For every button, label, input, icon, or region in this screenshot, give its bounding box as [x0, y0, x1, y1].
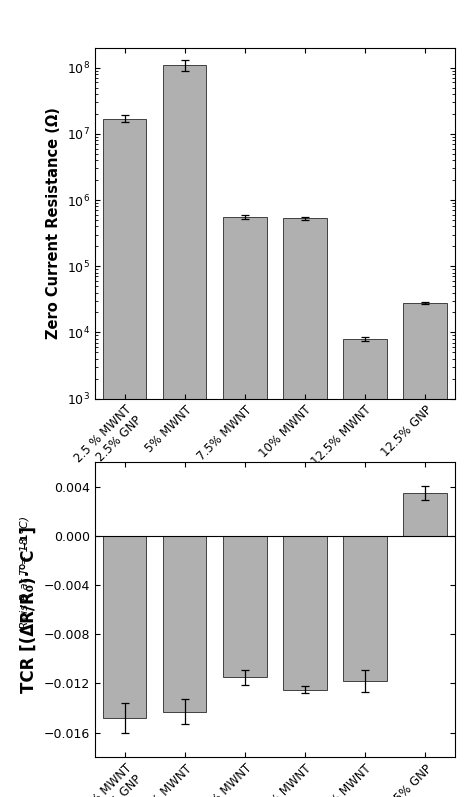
Bar	[223, 218, 266, 797]
Bar	[283, 536, 327, 689]
Bar	[163, 65, 207, 797]
Bar	[343, 536, 387, 681]
Text: (a): (a)	[262, 558, 288, 575]
Bar	[223, 536, 266, 677]
Bar	[343, 339, 387, 797]
Bar	[103, 536, 146, 718]
Text: (R₀ is R at T = 18 °C): (R₀ is R at T = 18 °C)	[19, 516, 29, 633]
Y-axis label: TCR [(ΔR/R₀)·°C⁻¹]: TCR [(ΔR/R₀)·°C⁻¹]	[20, 526, 38, 693]
Bar	[403, 493, 447, 536]
Bar	[403, 303, 447, 797]
X-axis label: Composition: Composition	[217, 485, 333, 503]
Bar	[103, 119, 146, 797]
Bar	[283, 218, 327, 797]
Bar	[163, 536, 207, 712]
Y-axis label: Zero Current Resistance (Ω): Zero Current Resistance (Ω)	[46, 108, 61, 339]
